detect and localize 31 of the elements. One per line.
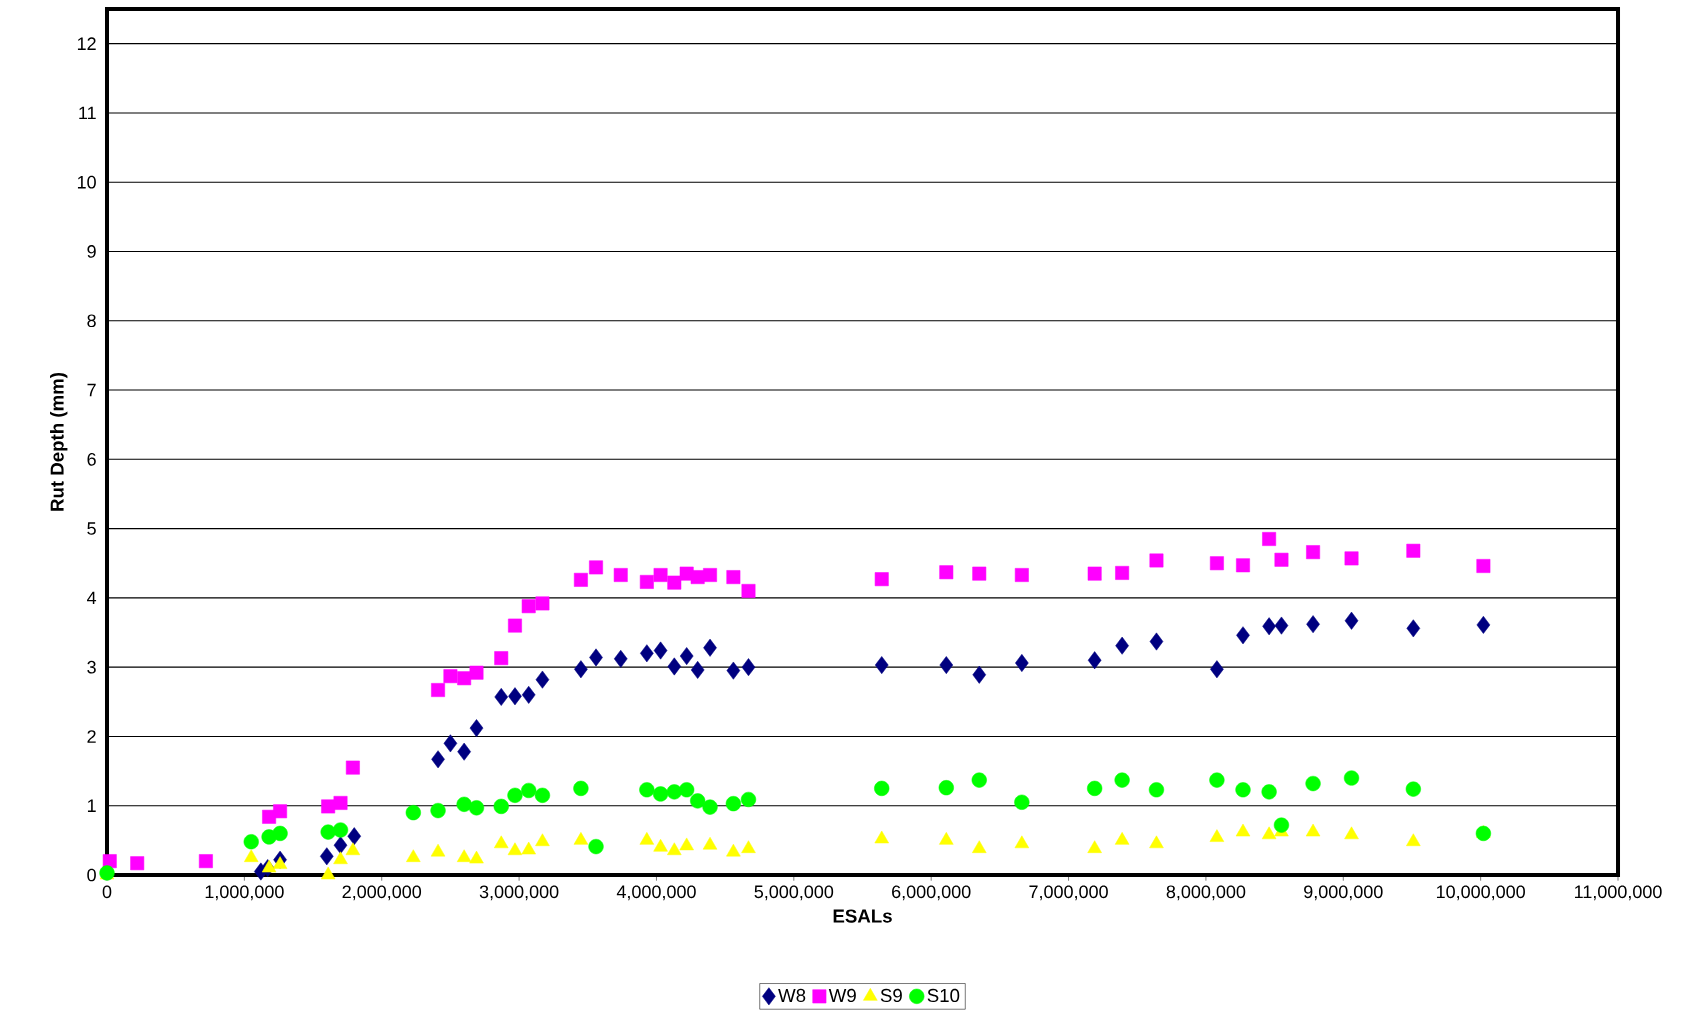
x-tick-label: 6,000,000 [892,885,971,901]
x-tick-label: 9,000,000 [1304,885,1383,901]
x-axis-title: ESALs [833,909,892,923]
x-tick-label: 0 [102,885,112,899]
x-tick-label: 10,000,000 [1436,885,1525,901]
y-tick-label: 12 [77,37,96,50]
y-tick-label: 0 [87,868,96,882]
y-axis-title: Rut Depth (mm) [50,372,68,511]
x-tick-label: 3,000,000 [479,885,559,901]
y-tick-label: 8 [87,314,96,328]
legend-label: S10 [927,988,960,1003]
x-tick-label: 5,000,000 [754,885,834,901]
legend-label: W9 [828,988,856,1003]
y-tick-label: 9 [87,245,96,258]
y-tick-label: 11 [79,106,96,120]
legend-label: W8 [778,988,806,1003]
y-tick-label: 10 [77,175,96,189]
x-tick-label: 2,000,000 [342,885,422,901]
y-tick-label: 4 [87,591,97,605]
legend-label: S9 [880,988,902,1003]
x-tick-label: 11,000,000 [1575,885,1662,901]
x-tick-label: 8,000,000 [1166,885,1246,901]
y-tick-label: 2 [87,730,96,743]
y-tick-label: 1 [87,799,96,812]
x-tick-label: 7,000,000 [1029,885,1108,901]
y-tick-label: 3 [87,660,96,674]
x-tick-label: 4,000,000 [616,885,696,901]
y-tick-label: 7 [87,383,96,397]
y-tick-label: 6 [87,452,96,466]
x-tick-label: 1,000,000 [205,885,284,901]
y-tick-label: 5 [87,522,96,535]
